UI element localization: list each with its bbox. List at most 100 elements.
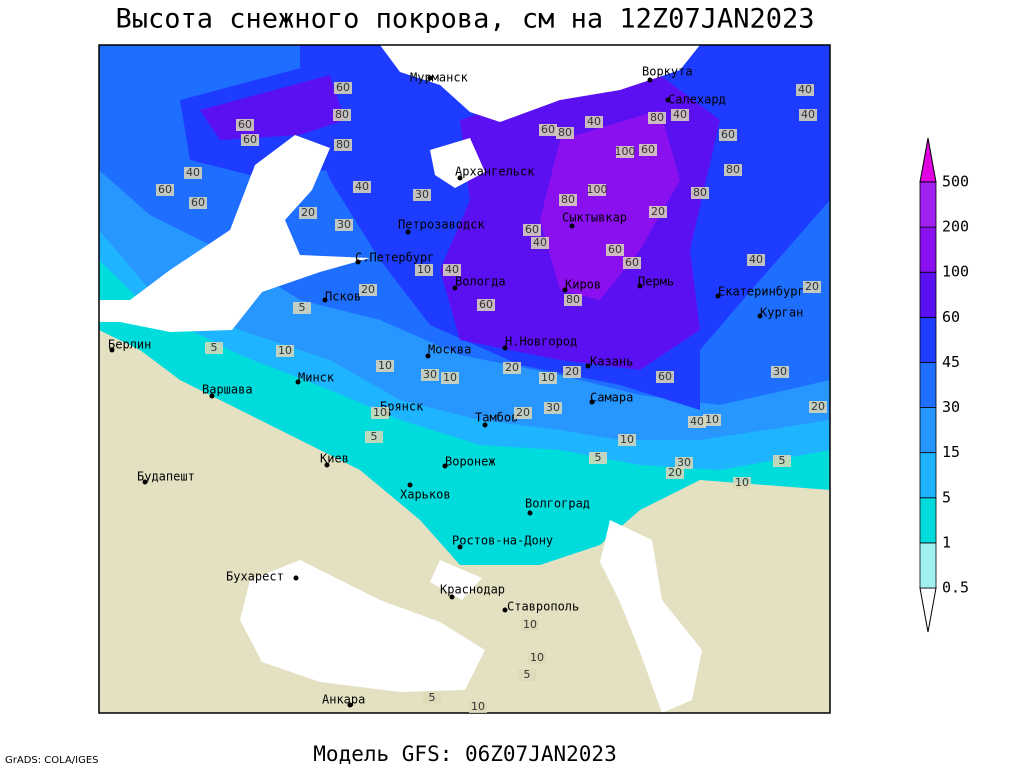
city-label: Киев bbox=[320, 452, 349, 466]
contour-label: 40 bbox=[445, 263, 459, 276]
contour-label: 40 bbox=[355, 180, 369, 193]
city-label: Тамбов bbox=[475, 411, 518, 425]
city-label: Харьков bbox=[400, 488, 451, 502]
contour-label: 10 bbox=[530, 651, 544, 664]
contour-label: 40 bbox=[186, 166, 200, 179]
contour-label-box bbox=[559, 194, 577, 206]
city-dot bbox=[502, 607, 508, 613]
contour-label: 10 bbox=[378, 359, 392, 372]
contour-label-box bbox=[747, 254, 765, 266]
contour-label-box bbox=[623, 257, 641, 269]
colorbar-swatch bbox=[919, 452, 937, 499]
contour-label-box bbox=[733, 477, 751, 489]
city-dot bbox=[757, 313, 763, 319]
contour-label-box bbox=[441, 372, 459, 384]
city-dot bbox=[569, 223, 575, 229]
city-dot bbox=[405, 229, 411, 235]
contour-label-box bbox=[421, 369, 439, 381]
contour-label: 80 bbox=[558, 126, 572, 139]
city-dot bbox=[457, 175, 463, 181]
contour-label-box bbox=[539, 372, 557, 384]
city-dot bbox=[637, 283, 643, 289]
city-dot bbox=[425, 353, 431, 359]
colorbar-label: 5 bbox=[942, 488, 951, 506]
contour-label-box bbox=[371, 407, 389, 419]
city-label: Берлин bbox=[108, 338, 151, 352]
city-dot bbox=[562, 287, 568, 293]
contour-label-box bbox=[503, 362, 521, 374]
colorbar-label: 30 bbox=[942, 398, 960, 416]
sea bbox=[430, 138, 485, 188]
contour-label: 60 bbox=[479, 298, 493, 311]
contour-label: 60 bbox=[191, 196, 205, 209]
contour-label-box bbox=[773, 455, 791, 467]
city-label: Псков bbox=[325, 290, 361, 304]
contour-label-box bbox=[639, 144, 657, 156]
contour-label: 20 bbox=[505, 361, 519, 374]
city-label: Краснодар bbox=[440, 583, 505, 597]
contour-label: 20 bbox=[516, 406, 530, 419]
contour-label-box bbox=[771, 366, 789, 378]
contour-label-box bbox=[415, 264, 433, 276]
contour-label-box bbox=[469, 701, 487, 713]
city-label: Минск bbox=[298, 371, 335, 385]
contour-label-box bbox=[293, 302, 311, 314]
city-label: Вологда bbox=[455, 275, 506, 289]
contour-label-box bbox=[656, 371, 674, 383]
colorbar-label: 100 bbox=[942, 263, 969, 281]
colorbar-arrow-low bbox=[919, 587, 937, 633]
contour-label: 40 bbox=[587, 115, 601, 128]
contour-label-box bbox=[585, 116, 603, 128]
city-dot bbox=[589, 399, 595, 405]
contour-label-box bbox=[333, 109, 351, 121]
city-dot bbox=[355, 259, 361, 265]
contour-label: 60 bbox=[238, 118, 252, 131]
colorbar-label: 60 bbox=[942, 308, 960, 326]
city-dot bbox=[442, 463, 448, 469]
contour-label: 60 bbox=[625, 256, 639, 269]
colorbar-swatch bbox=[919, 226, 937, 273]
city-dot bbox=[715, 293, 721, 299]
contour-label-box bbox=[724, 164, 742, 176]
contour-label-box bbox=[236, 119, 254, 131]
contour-label: 80 bbox=[650, 111, 664, 124]
contour-label: 5 bbox=[595, 451, 602, 464]
city-dot bbox=[527, 510, 533, 516]
contour-label-box bbox=[205, 342, 223, 354]
contour-label: 10 bbox=[471, 700, 485, 713]
contour-label: 40 bbox=[801, 108, 815, 121]
city-label: Мурманск bbox=[410, 71, 469, 85]
contour-label-box bbox=[521, 619, 539, 631]
contour-label-box bbox=[539, 124, 557, 136]
contour-label: 60 bbox=[541, 123, 555, 136]
contour-label-box bbox=[514, 407, 532, 419]
sea bbox=[240, 560, 485, 692]
city-label: Ростов-на-Дону bbox=[452, 534, 553, 548]
contour-label-box bbox=[376, 360, 394, 372]
contour-label-box bbox=[241, 134, 259, 146]
contour-label: 30 bbox=[337, 218, 351, 231]
contour-label-box bbox=[606, 244, 624, 256]
contour-label-box bbox=[413, 189, 431, 201]
sea bbox=[600, 520, 702, 713]
contour-label: 30 bbox=[546, 401, 560, 414]
city-label: Петрозаводск bbox=[398, 218, 485, 232]
contour-label: 5 bbox=[371, 430, 378, 443]
contour-label-box bbox=[616, 146, 634, 158]
contour-label-box bbox=[671, 109, 689, 121]
contour-label: 10 bbox=[705, 413, 719, 426]
colorbar-label: 200 bbox=[942, 218, 969, 236]
city-dot bbox=[293, 575, 299, 581]
city-label: Киров bbox=[565, 278, 601, 292]
contour-label: 100 bbox=[615, 145, 636, 158]
sea bbox=[430, 560, 482, 600]
city-label: Казань bbox=[590, 355, 633, 369]
contour-label: 40 bbox=[798, 83, 812, 96]
contour-label: 80 bbox=[335, 108, 349, 121]
title: Высота снежного покрова, см на 12Z07JAN2… bbox=[116, 4, 815, 35]
city-label: Архангельск bbox=[455, 165, 535, 179]
contour-label: 10 bbox=[443, 371, 457, 384]
snow-zone bbox=[540, 110, 680, 300]
